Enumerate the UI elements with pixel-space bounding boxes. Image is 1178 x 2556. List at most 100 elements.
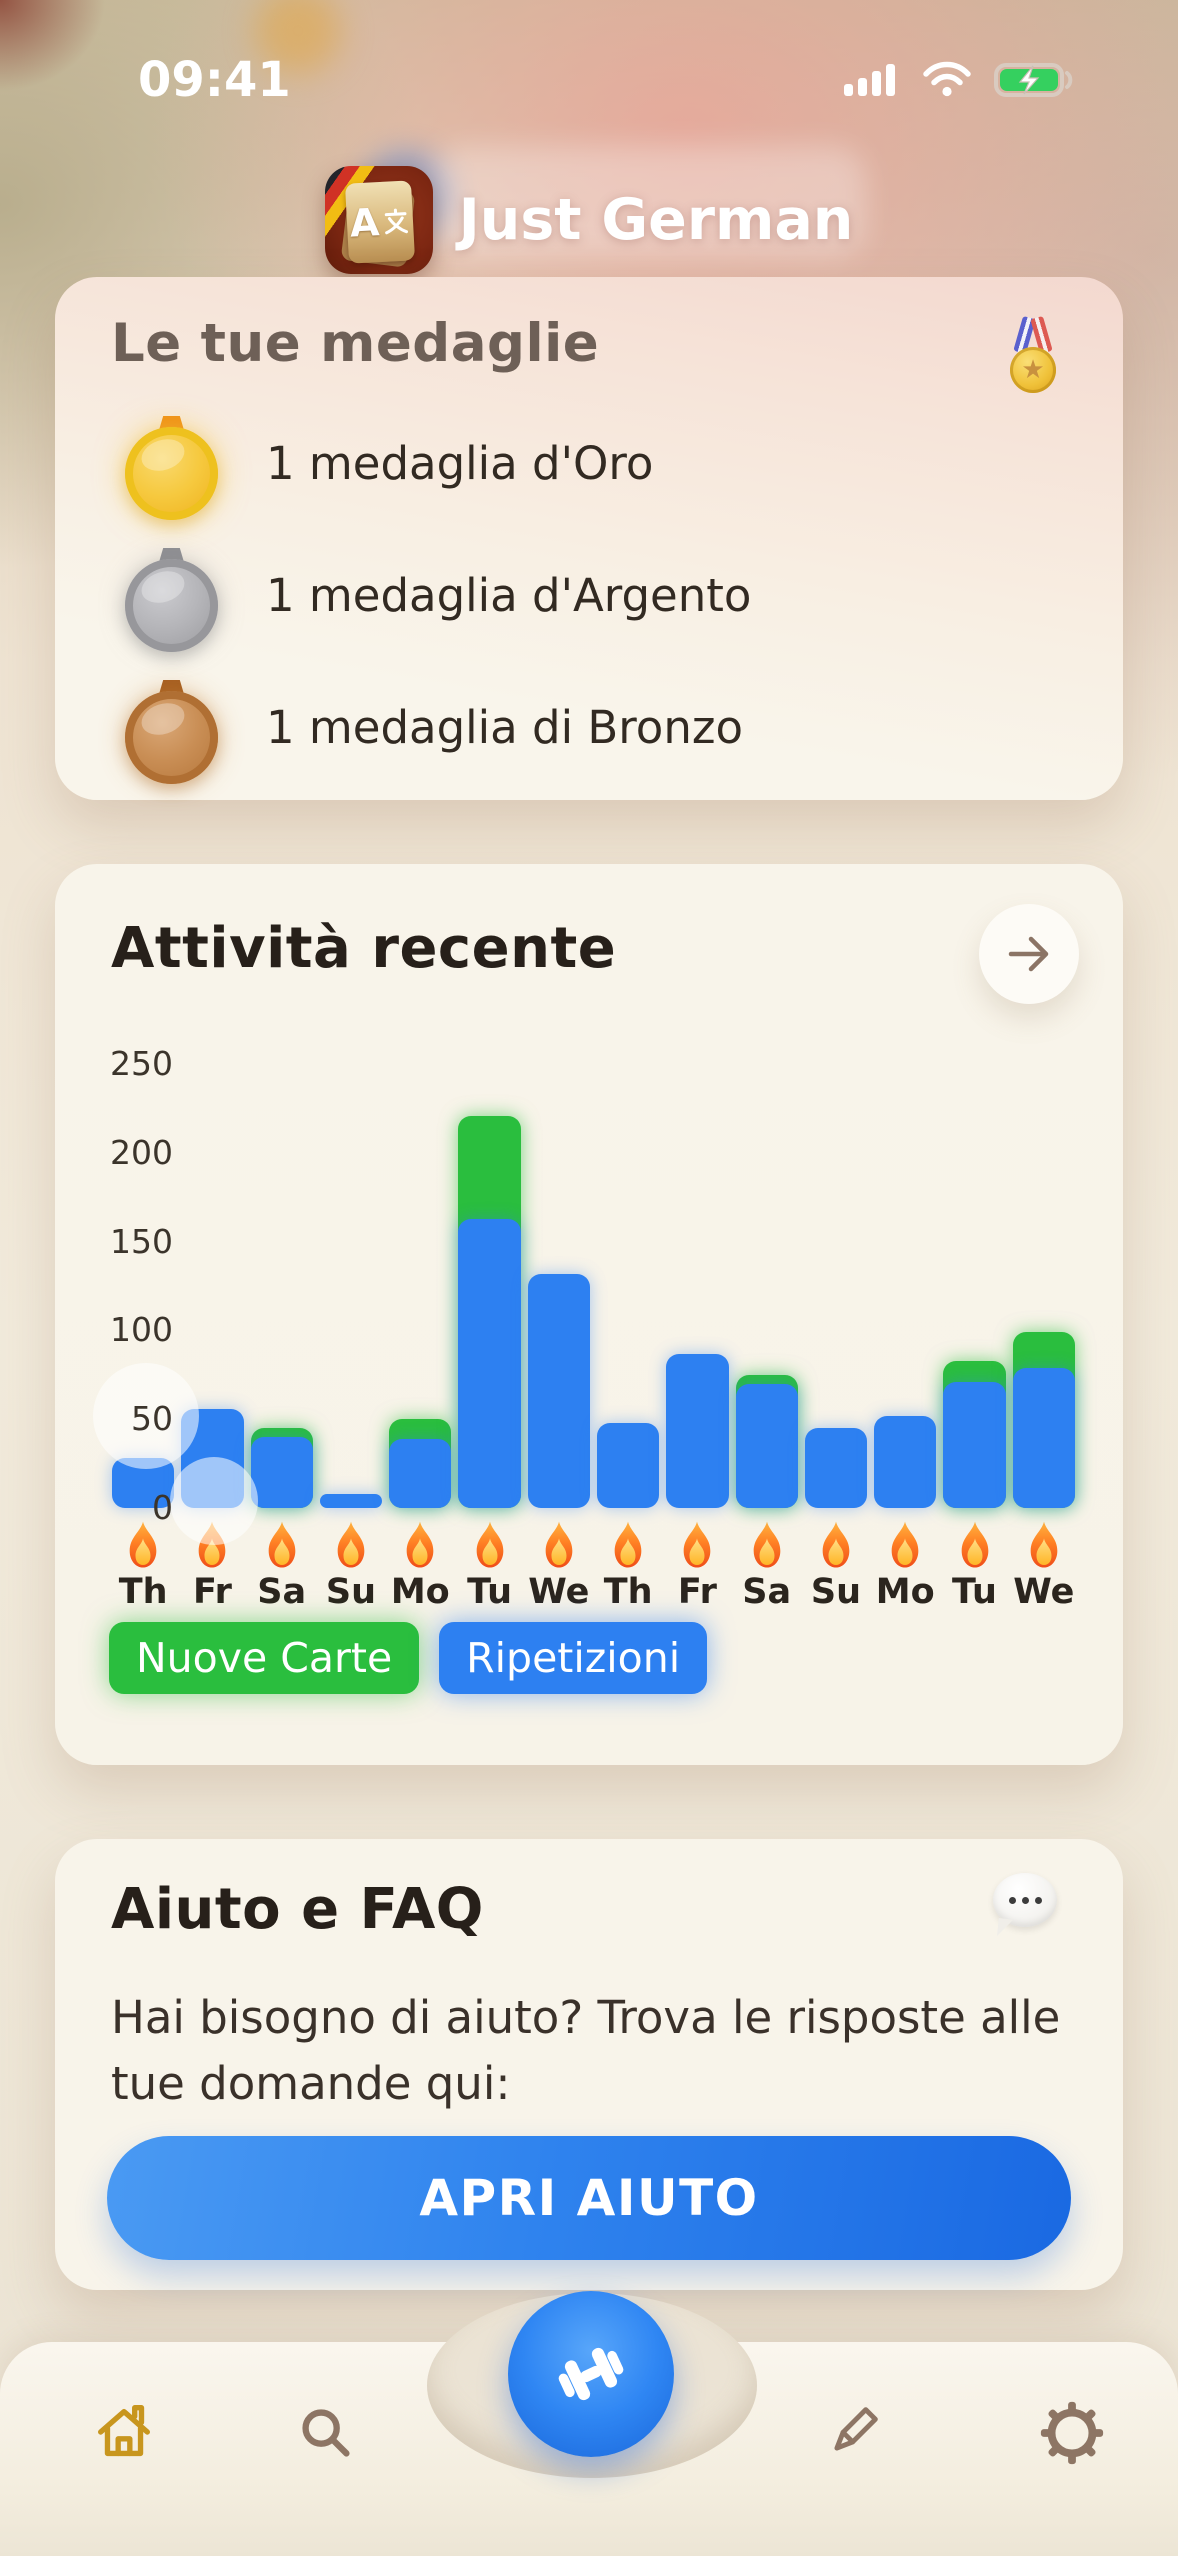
activity-details-button[interactable] [979,904,1079,1004]
bar-segment-ripetizioni [389,1438,452,1508]
flame-icon [337,1521,365,1568]
y-tick-label: 150 [110,1221,173,1261]
cellular-signal-icon [844,62,900,102]
bar-segment-ripetizioni [874,1415,937,1508]
day-label: Tu [952,1572,997,1612]
y-tick-label: 200 [110,1132,173,1172]
x-axis-cell: Su [805,1520,867,1612]
tab-home[interactable] [89,2398,159,2468]
bar-segment-ripetizioni [1012,1367,1075,1508]
sports-medal-icon: ★ [1005,315,1061,395]
status-bar-icons [844,60,1078,104]
tab-settings[interactable] [1037,2398,1107,2468]
tab-training-fab[interactable] [508,2291,674,2457]
background-blur-blob [255,0,341,74]
bar-segment-ripetizioni [735,1383,798,1508]
flame-icon [1030,1521,1058,1568]
bar-segment-ripetizioni [250,1436,313,1508]
app-logo-card: A [344,180,415,264]
bar-segment-ripetizioni [666,1353,729,1508]
decor-circle [93,1363,199,1469]
cjk-glyph-icon [384,208,408,235]
flame-icon [961,1521,988,1568]
x-axis-cell: Th [597,1520,659,1612]
flame-icon [822,1521,850,1568]
x-axis-cell: Fr [666,1520,728,1612]
bronze-medal-icon [125,670,218,784]
help-card-title: Aiuto e FAQ [111,1877,484,1942]
silver-medal-icon [125,538,218,652]
activity-card: Attività recente 0 50 100 150 200 250 Th Fr Sa S… [55,864,1123,1765]
bar-group [527,1064,590,1508]
help-card: Aiuto e FAQ Hai bisogno di aiuto? Trova … [55,1839,1123,2290]
x-axis-cell: Sa [736,1520,798,1612]
dumbbell-icon [558,2347,624,2401]
day-label: Sa [742,1572,792,1612]
y-tick-label: 100 [110,1310,173,1350]
flame-icon [406,1521,434,1568]
day-label: Mo [390,1572,450,1612]
flame-icon [614,1521,642,1568]
bar-group [1012,1064,1075,1508]
decor-circle [170,1457,258,1545]
tab-edit[interactable] [817,2398,887,2468]
pencil-icon [834,2407,878,2451]
bar-segment-ripetizioni [943,1381,1006,1508]
day-label: Fr [677,1572,717,1612]
chart-x-axis: Th Fr Sa Su Mo Tu We Th Fr Sa Su Mo Tu We [112,1520,1075,1612]
day-label: Su [325,1572,377,1612]
page-title: Just German [458,187,854,253]
medal-coin: ★ [1010,347,1056,393]
x-axis-cell: Tu [943,1520,1005,1612]
flame-icon [891,1521,919,1568]
bar-segment-ripetizioni [804,1428,868,1508]
speech-balloon-icon [993,1873,1057,1927]
bar-segment-ripetizioni [319,1493,383,1508]
medal-label: 1 medaglia di Bronzo [266,700,744,754]
status-bar-time: 09:41 [138,52,291,108]
app-header: A Just German [0,166,1178,274]
flame-icon [476,1521,503,1568]
x-axis-cell: Su [320,1520,382,1612]
tab-search[interactable] [291,2398,361,2468]
medals-card-title: Le tue medaglie [111,313,600,374]
day-label: Mo [875,1572,935,1612]
medal-row-gold: 1 medaglia d'Oro [125,406,653,520]
x-axis-cell: We [1013,1520,1075,1612]
bar-group [319,1064,383,1508]
day-label: We [1013,1572,1075,1612]
day-label: Th [603,1572,653,1612]
medal-row-silver: 1 medaglia d'Argento [125,538,751,652]
flame-icon [684,1521,711,1568]
background-blur-widget [430,146,866,258]
bar-group [250,1064,313,1508]
legend-chip[interactable]: Ripetizioni [439,1622,708,1694]
flame-icon [753,1521,781,1568]
day-label: Th [118,1572,168,1612]
home-icon [97,2405,151,2457]
medal-row-bronze: 1 medaglia di Bronzo [125,670,743,784]
y-tick-label: 0 [152,1488,173,1527]
activity-card-title: Attività recente [111,916,617,981]
bar-group [458,1064,521,1508]
day-label: Tu [467,1572,513,1612]
bar-group [389,1064,452,1508]
bar-group [804,1064,868,1508]
x-axis-cell: Mo [389,1520,451,1612]
bar-group [596,1064,660,1508]
app-logo-icon: A [324,166,433,274]
open-help-button[interactable]: APRI AIUTO [107,2136,1071,2260]
wifi-icon [922,61,972,103]
bar-group [735,1064,798,1508]
flame-icon [545,1521,573,1568]
x-axis-cell: Mo [874,1520,936,1612]
day-label: Fr [192,1572,232,1612]
bar-group [874,1064,937,1508]
legend-chip[interactable]: Nuove Carte [109,1622,420,1694]
medal-label: 1 medaglia d'Oro [266,436,654,490]
arrow-right-icon [1008,936,1049,972]
x-axis-cell: Tu [458,1520,520,1612]
y-tick-label: 250 [110,1044,173,1083]
flame-icon [129,1521,157,1568]
